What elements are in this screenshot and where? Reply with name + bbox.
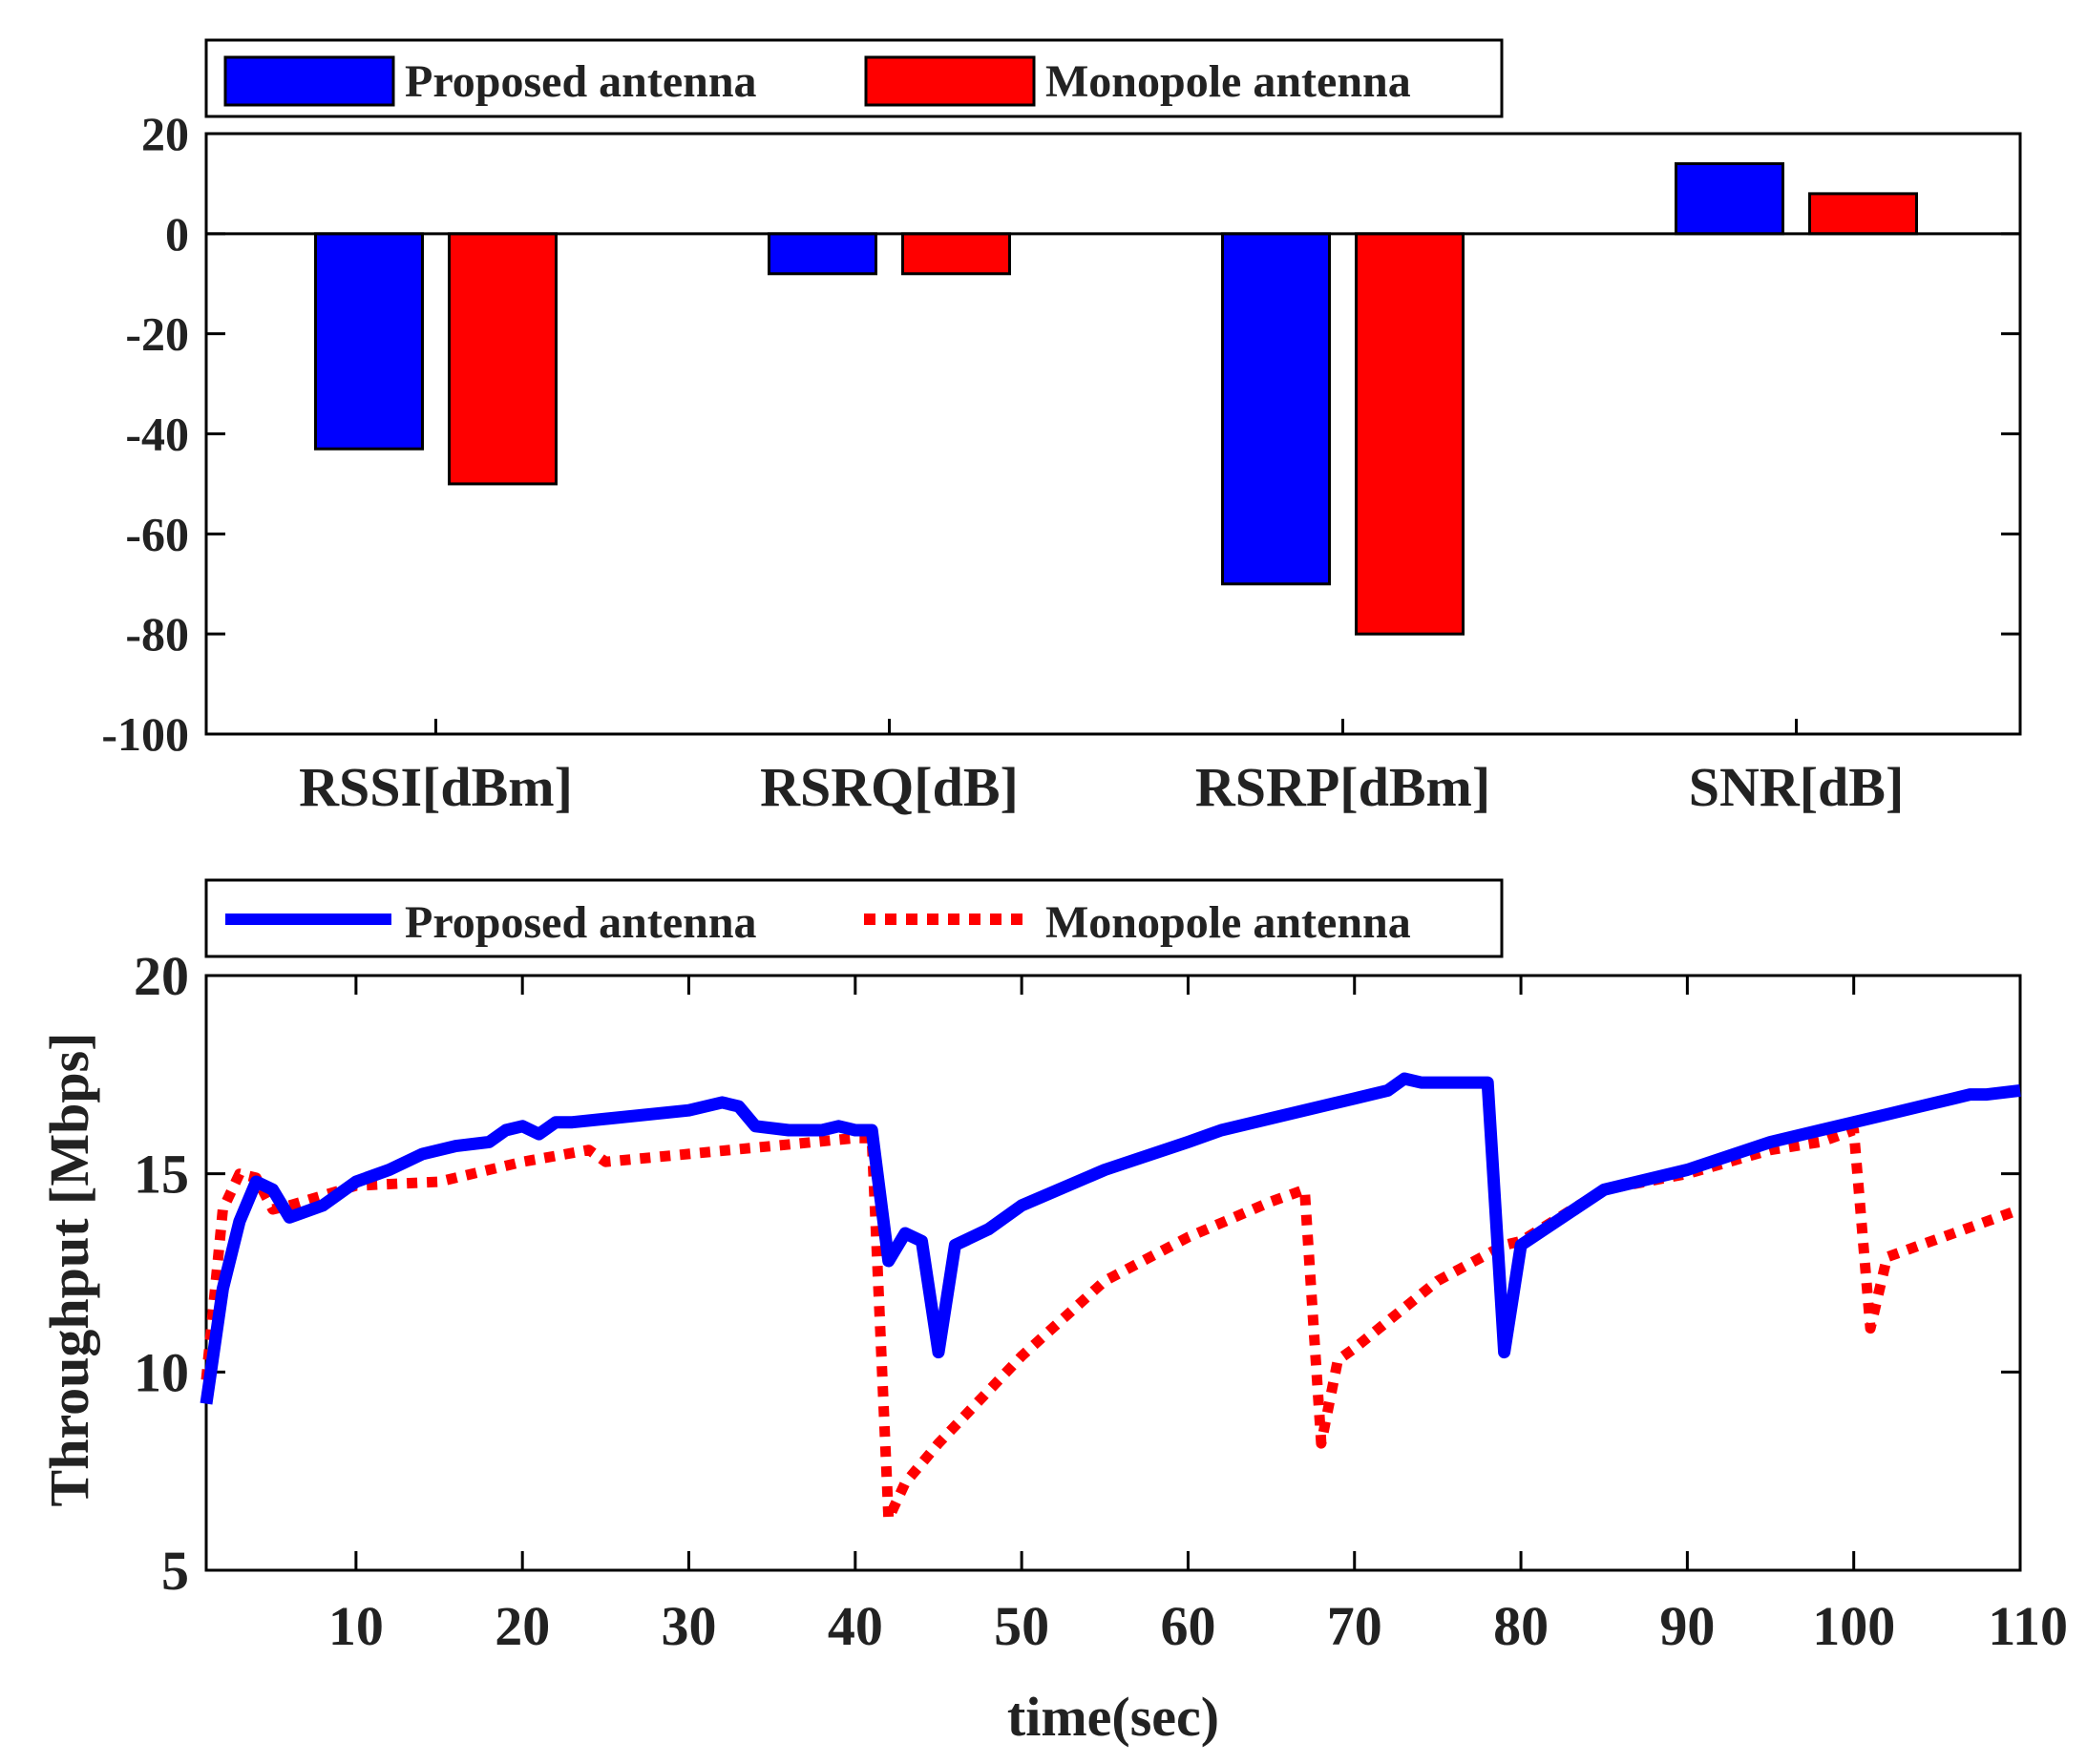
bar-proposed-2 — [768, 232, 877, 276]
line-x-tick-label: 80 — [1493, 1595, 1549, 1657]
bar-x-tick-label: SNR[dB] — [1689, 756, 1905, 818]
line-series — [200, 1072, 2022, 1524]
line-legend-label-monopole: Monopole antenna — [1045, 897, 1411, 948]
line-x-tick-label: 30 — [662, 1595, 717, 1657]
bar-y-axis: -100 -80 -60 -40 -20 0 20 — [101, 107, 2020, 761]
bar-monopole-1 — [448, 232, 558, 486]
line-x-tick-label: 70 — [1327, 1595, 1382, 1657]
bar-x-tick-label: RSSI[dBm] — [299, 756, 573, 818]
bar-monopole-4 — [1808, 192, 1918, 236]
bar-legend-label-monopole: Monopole antenna — [1045, 56, 1411, 107]
line-legend: Proposed antenna Monopole antenna — [204, 878, 1504, 958]
line-x-tick-label: 110 — [1988, 1595, 2068, 1657]
x-axis-label: time(sec) — [1007, 1686, 1219, 1748]
bar-x-tick-label: RSRQ[dB] — [760, 756, 1019, 818]
bar-legend-swatch-proposed — [223, 55, 395, 107]
line-x-tick-label: 50 — [994, 1595, 1049, 1657]
bar-y-tick-label: -80 — [125, 607, 189, 661]
bar-proposed-4 — [1675, 161, 1784, 236]
line-legend-box — [204, 878, 1504, 958]
line-x-tick-label: 100 — [1812, 1595, 1895, 1657]
bar-y-tick-label: 20 — [141, 107, 189, 160]
bar-monopole-3 — [1355, 232, 1465, 636]
bar-legend-box — [204, 38, 1504, 118]
bar-legend-label-proposed: Proposed antenna — [405, 56, 757, 107]
line-legend-label-proposed: Proposed antenna — [405, 897, 757, 948]
bar-x-tick-label: RSRP[dBm] — [1195, 756, 1490, 818]
bar-proposed-3 — [1221, 232, 1331, 586]
line-x-tick-label: 10 — [328, 1595, 384, 1657]
line-series-proposed — [200, 1072, 2021, 1405]
line-y-tick-label: 10 — [134, 1341, 189, 1403]
line-x-tick-label: 20 — [495, 1595, 550, 1657]
line-x-axis: 10 20 30 40 50 60 70 80 90 100 110 — [328, 976, 2068, 1657]
bar-y-tick-label: -20 — [125, 307, 189, 361]
line-y-tick-label: 15 — [134, 1144, 189, 1206]
line-y-axis: 5 10 15 20 — [134, 945, 2020, 1602]
line-x-tick-label: 40 — [828, 1595, 883, 1657]
bar-proposed-1 — [314, 232, 424, 451]
bar-y-tick-label: -60 — [125, 507, 189, 560]
line-x-tick-label: 90 — [1659, 1595, 1715, 1657]
bar-legend: Proposed antenna Monopole antenna — [204, 38, 1504, 118]
bar-chart: Proposed antenna Monopole antenna -100 -8… — [101, 38, 2022, 818]
line-series-monopole — [200, 1124, 2022, 1524]
bar-series — [314, 161, 1918, 636]
y-axis-label: Throughput [Mbps] — [38, 1033, 100, 1507]
bar-legend-swatch-monopole — [864, 55, 1036, 107]
bar-y-tick-label: -100 — [101, 707, 189, 761]
line-chart: Proposed antenna Monopole antenna 5 10 15 2… — [38, 878, 2068, 1748]
line-x-tick-label: 60 — [1160, 1595, 1215, 1657]
bar-monopole-2 — [901, 232, 1011, 276]
bar-y-tick-label: -40 — [125, 408, 189, 461]
bar-y-tick-label: 0 — [165, 207, 189, 261]
bar-x-axis: RSSI[dBm] RSRQ[dB] RSRP[dBm] SNR[dB] — [299, 719, 1904, 818]
line-y-tick-label: 5 — [161, 1540, 189, 1602]
line-y-tick-label: 20 — [134, 945, 189, 1007]
